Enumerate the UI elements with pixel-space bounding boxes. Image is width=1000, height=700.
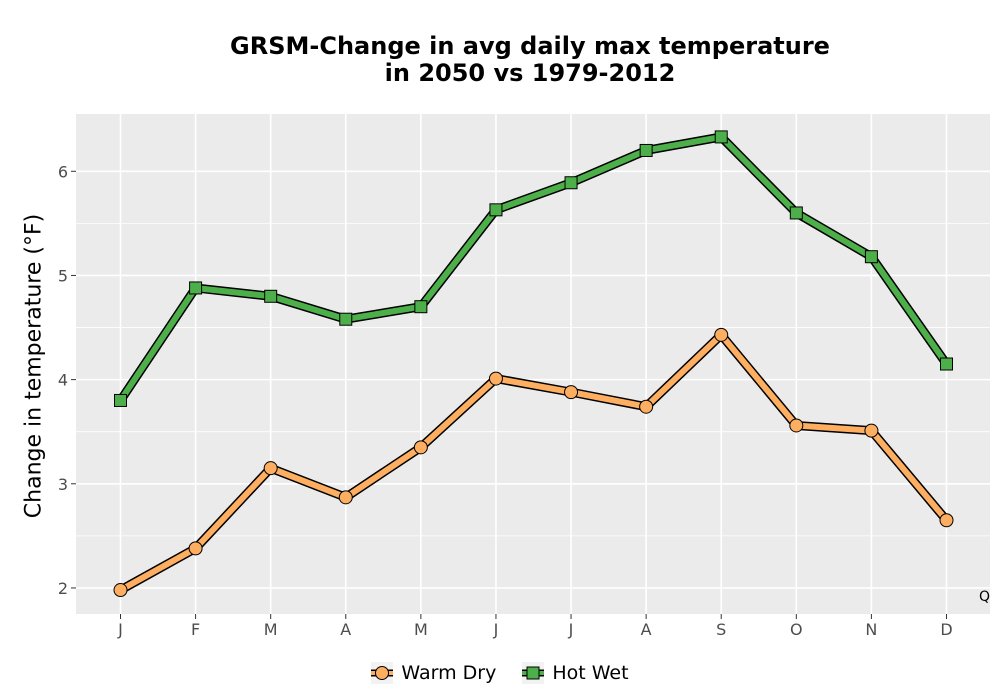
legend-item-warm-dry: Warm Dry [371, 662, 496, 684]
legend-item-hot-wet: Hot Wet [522, 662, 629, 684]
plot-panel [76, 114, 990, 614]
legend-key-circle [371, 662, 394, 684]
data-point-warm-dry [188, 541, 203, 556]
x-tick-label: J [493, 620, 499, 639]
x-tick-label: O [790, 620, 803, 639]
legend-label-hot-wet: Hot Wet [552, 662, 629, 684]
corner-label: Q [979, 589, 991, 605]
data-point-hot-wet [189, 281, 203, 295]
legend-label-warm-dry: Warm Dry [401, 662, 497, 684]
data-point-hot-wet [264, 289, 278, 303]
data-point-hot-wet [789, 206, 803, 220]
y-tick-label: 5 [58, 266, 68, 285]
x-tick-label: S [716, 620, 726, 639]
y-tick-label: 6 [58, 162, 68, 181]
legend: Warm Dry Hot Wet [0, 658, 1000, 688]
y-tick-label: 4 [58, 371, 68, 390]
data-point-warm-dry [864, 423, 879, 438]
x-tick-label: N [865, 620, 877, 639]
data-point-hot-wet [639, 143, 653, 157]
x-tick-label: M [414, 620, 428, 639]
data-point-hot-wet [489, 203, 503, 217]
x-tick-label: J [117, 620, 123, 639]
x-tick-label: A [340, 620, 351, 639]
data-point-hot-wet [714, 130, 728, 144]
data-point-hot-wet [414, 300, 428, 314]
data-point-hot-wet [114, 393, 127, 407]
series-line-warm-dry [119, 331, 949, 593]
x-tick-label: A [641, 620, 652, 639]
x-tick-label: F [191, 620, 200, 639]
y-tick-label: 2 [58, 579, 68, 598]
data-point-warm-dry [263, 461, 278, 476]
data-point-warm-dry [939, 513, 954, 528]
data-point-warm-dry [488, 371, 503, 386]
x-tick-label: J [568, 620, 574, 639]
x-tick-label: M [264, 620, 278, 639]
data-point-hot-wet [339, 312, 353, 326]
data-point-warm-dry [639, 399, 654, 414]
chart-title-line-2: in 2050 vs 1979-2012 [384, 59, 676, 87]
data-point-warm-dry [413, 440, 428, 455]
data-point-warm-dry [789, 418, 804, 433]
y-tick-label: 3 [58, 475, 68, 494]
series-line-hot-wet [118, 133, 949, 403]
chart-title-line-1: GRSM-Change in avg daily max temperature [230, 32, 830, 60]
data-point-warm-dry [338, 490, 353, 505]
data-point-warm-dry [564, 385, 579, 400]
legend-key-square [522, 662, 545, 684]
x-tick-label: D [940, 620, 952, 639]
data-point-hot-wet [940, 357, 953, 371]
data-point-hot-wet [564, 176, 578, 190]
data-point-hot-wet [864, 250, 878, 264]
data-point-warm-dry [113, 583, 128, 598]
data-point-warm-dry [714, 327, 729, 342]
